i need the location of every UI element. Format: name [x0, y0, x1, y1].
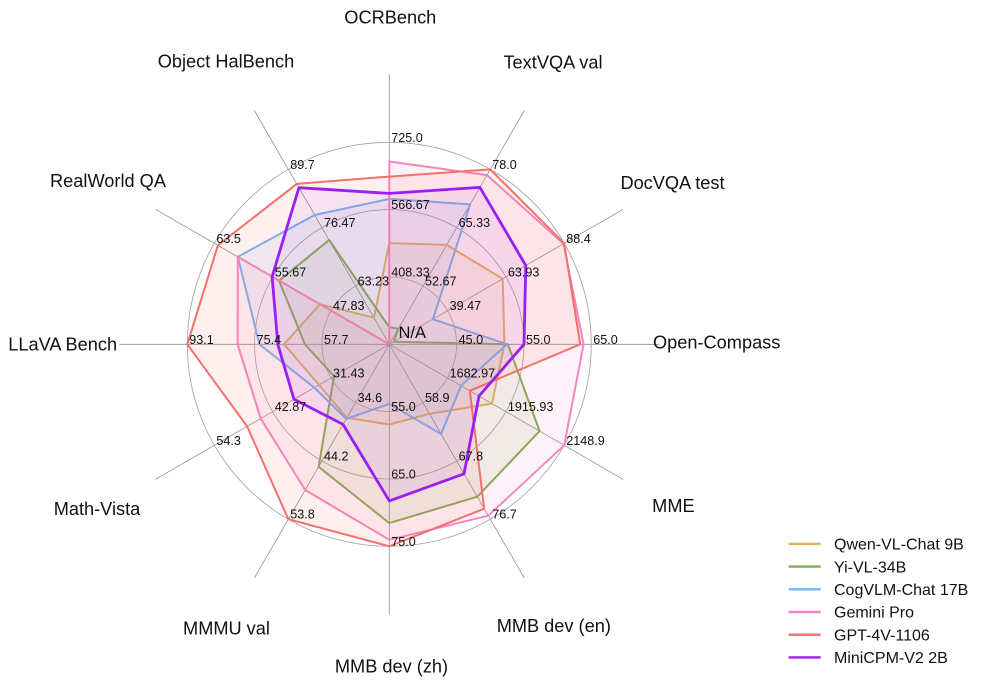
svg-text:MMMU val: MMMU val — [183, 619, 270, 639]
svg-text:DocVQA test: DocVQA test — [620, 173, 724, 193]
svg-text:58.9: 58.9 — [425, 391, 450, 405]
svg-text:34.6: 34.6 — [358, 391, 383, 405]
svg-text:65.0: 65.0 — [391, 468, 416, 482]
svg-text:GPT-4V-1106: GPT-4V-1106 — [834, 627, 930, 644]
svg-text:1682.97: 1682.97 — [450, 367, 496, 381]
svg-text:67.8: 67.8 — [459, 449, 484, 463]
svg-text:76.47: 76.47 — [324, 216, 356, 230]
svg-text:1915.93: 1915.93 — [508, 400, 554, 414]
svg-text:63.23: 63.23 — [358, 275, 390, 289]
svg-text:47.83: 47.83 — [333, 299, 365, 313]
svg-text:TextVQA val: TextVQA val — [503, 53, 602, 73]
svg-text:Yi-VL-34B: Yi-VL-34B — [834, 559, 906, 576]
svg-text:63.5: 63.5 — [216, 232, 241, 246]
svg-text:Gemini Pro: Gemini Pro — [834, 605, 914, 622]
svg-text:75.0: 75.0 — [391, 535, 416, 549]
svg-text:75.4: 75.4 — [257, 333, 282, 347]
svg-text:CogVLM-Chat 17B: CogVLM-Chat 17B — [834, 582, 968, 599]
svg-text:566.67: 566.67 — [391, 198, 430, 212]
svg-text:39.47: 39.47 — [450, 299, 482, 313]
svg-text:65.33: 65.33 — [459, 216, 491, 230]
svg-text:Object HalBench: Object HalBench — [158, 52, 294, 72]
svg-text:93.1: 93.1 — [189, 333, 214, 347]
svg-text:44.2: 44.2 — [324, 449, 349, 463]
svg-text:MMB dev (zh): MMB dev (zh) — [335, 657, 448, 677]
svg-text:42.87: 42.87 — [275, 400, 307, 414]
svg-text:31.43: 31.43 — [333, 367, 365, 381]
svg-text:LLaVA Bench: LLaVA Bench — [8, 335, 117, 355]
svg-text:89.7: 89.7 — [290, 158, 315, 172]
svg-text:65.0: 65.0 — [593, 333, 618, 347]
svg-text:63.93: 63.93 — [508, 266, 540, 280]
svg-text:53.8: 53.8 — [290, 508, 315, 522]
svg-text:N/A: N/A — [399, 324, 427, 342]
svg-text:MME: MME — [652, 496, 694, 516]
svg-text:52.67: 52.67 — [425, 275, 457, 289]
svg-text:88.4: 88.4 — [566, 232, 591, 246]
svg-text:76.7: 76.7 — [492, 508, 517, 522]
svg-text:Open-Compass: Open-Compass — [653, 333, 780, 353]
svg-text:55.0: 55.0 — [391, 400, 416, 414]
svg-text:55.67: 55.67 — [275, 266, 307, 280]
svg-text:RealWorld QA: RealWorld QA — [50, 171, 167, 191]
svg-text:Qwen-VL-Chat 9B: Qwen-VL-Chat 9B — [834, 537, 964, 554]
svg-text:MMB dev (en): MMB dev (en) — [497, 616, 611, 636]
svg-text:78.0: 78.0 — [492, 158, 517, 172]
svg-text:57.7: 57.7 — [324, 333, 349, 347]
svg-text:2148.9: 2148.9 — [566, 434, 605, 448]
svg-text:725.0: 725.0 — [391, 131, 423, 145]
svg-text:45.0: 45.0 — [459, 333, 484, 347]
svg-text:55.0: 55.0 — [526, 333, 551, 347]
svg-text:OCRBench: OCRBench — [344, 8, 436, 28]
svg-text:Math-Vista: Math-Vista — [54, 499, 141, 519]
svg-text:408.33: 408.33 — [391, 266, 430, 280]
svg-text:54.3: 54.3 — [216, 434, 241, 448]
svg-text:MiniCPM-V2 2B: MiniCPM-V2 2B — [834, 650, 948, 667]
